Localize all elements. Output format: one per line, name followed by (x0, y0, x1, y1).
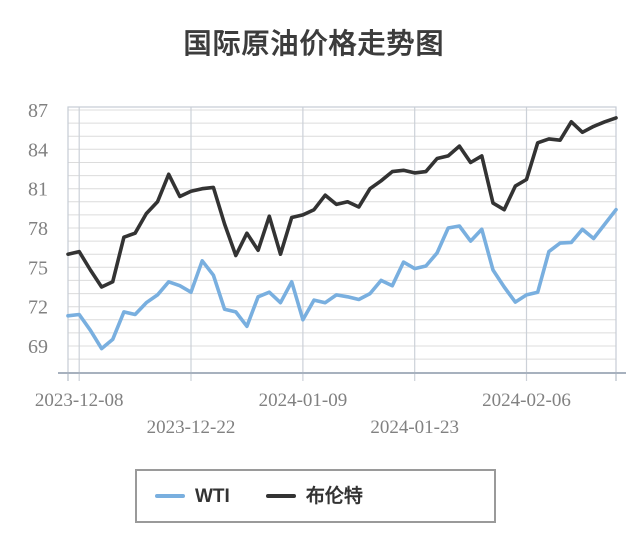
legend-label-wti: WTI (195, 485, 230, 507)
y-tick-label: 81 (28, 179, 48, 201)
x-tick-label: 2023-12-08 (35, 390, 124, 411)
x-tick-label: 2024-01-09 (259, 390, 348, 411)
y-tick-label: 84 (28, 139, 48, 161)
x-tick-label: 2024-01-23 (370, 417, 459, 438)
legend-item-wti[interactable]: WTI (155, 487, 230, 506)
legend-label-brent: 布伦特 (305, 485, 363, 507)
y-tick-label: 69 (28, 336, 48, 358)
y-tick-label: 72 (28, 297, 48, 319)
chart-title: 国际原油价格走势图 (183, 28, 445, 59)
x-tick-label: 2024-02-06 (482, 390, 571, 411)
y-tick-label: 78 (28, 218, 48, 240)
wti-line-swatch (155, 494, 185, 498)
y-tick-label: 87 (28, 100, 48, 122)
brent-line (66, 116, 618, 289)
brent-line-swatch (265, 494, 296, 498)
x-tick-label: 2023-12-22 (147, 417, 236, 438)
legend-box: WTI 布伦特 (135, 469, 496, 523)
y-tick-label: 75 (28, 257, 48, 279)
wti-line (66, 207, 618, 351)
legend-item-brent[interactable]: 布伦特 (265, 485, 363, 507)
line-chart-plot: 87 84 81 78 75 72 69 2023-12-08 2023-12-22 2024-0… (28, 100, 626, 438)
